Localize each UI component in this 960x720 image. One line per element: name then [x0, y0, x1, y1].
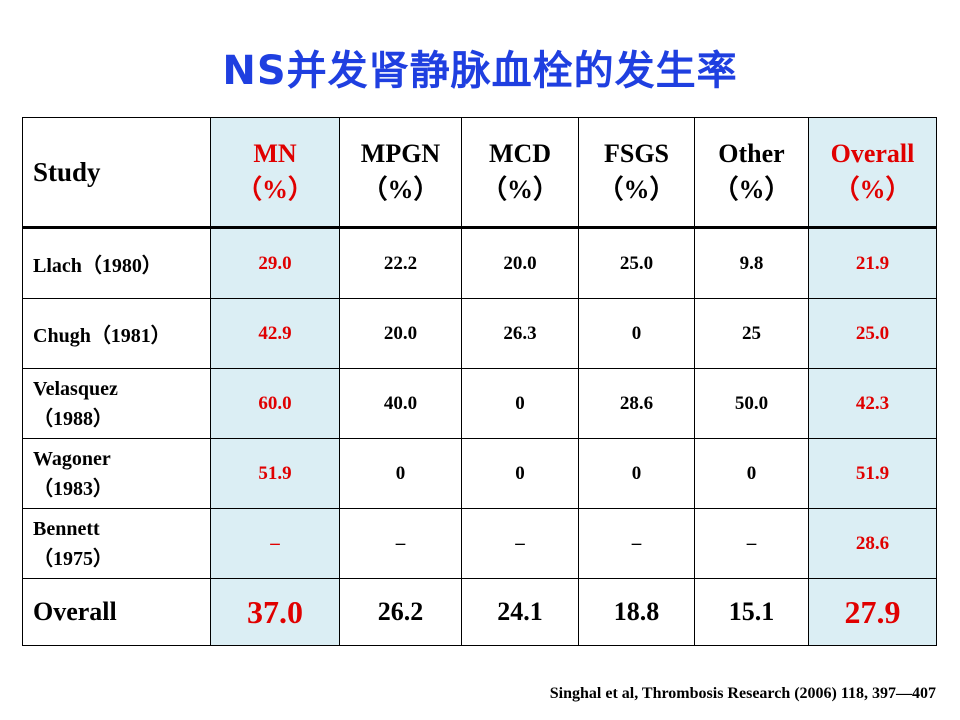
header-label: MCD [488, 139, 552, 168]
study-name: Velasquez [33, 377, 118, 400]
overall-value: 26.2 [339, 578, 462, 646]
table-row: Chugh（1981） 42.9 20.0 26.3 0 25 25.0 [22, 298, 937, 369]
value-cell: 51.9 [210, 438, 340, 509]
value-cell: 22.2 [339, 227, 462, 299]
value-cell: 29.0 [210, 227, 340, 299]
study-year: （1975） [33, 547, 113, 570]
header-label: MN [253, 139, 297, 168]
value-cell: 0 [339, 438, 462, 509]
citation: Singhal et al, Thrombosis Research (2006… [549, 685, 936, 702]
value-cell: 60.0 [210, 368, 340, 439]
header-overall: Overall （%） [808, 117, 937, 229]
header-label: Overall [830, 139, 915, 168]
value-cell: 20.0 [461, 227, 579, 299]
study-cell: Llach（1980） [22, 227, 211, 299]
value-cell: 0 [578, 298, 695, 369]
study-cell: Velasquez （1988） [22, 368, 211, 439]
header-unit: （%） [833, 175, 912, 204]
header-label: MPGN [360, 139, 441, 168]
slide-title: NS并发肾静脉血栓的发生率 [222, 48, 738, 94]
value-cell: 25 [694, 298, 809, 369]
value-cell: – [694, 508, 809, 579]
overall-label: Overall [22, 578, 211, 646]
value-cell: – [578, 508, 695, 579]
table-row: Velasquez （1988） 60.0 40.0 0 28.6 50.0 4… [22, 368, 937, 439]
value-cell: – [461, 508, 579, 579]
value-cell: 0 [578, 438, 695, 509]
study-name: Wagoner [33, 447, 111, 470]
header-unit: （%） [235, 175, 314, 204]
header-mpgn: MPGN （%） [339, 117, 462, 229]
header-mcd: MCD （%） [461, 117, 579, 229]
value-cell: 51.9 [808, 438, 937, 509]
study-name: Bennett [33, 517, 100, 540]
value-cell: 21.9 [808, 227, 937, 299]
study-cell: Bennett （1975） [22, 508, 211, 579]
header-study: Study [22, 117, 211, 229]
header-unit: （%） [712, 175, 791, 204]
header-label: Other [718, 139, 785, 168]
header-fsgs: FSGS （%） [578, 117, 695, 229]
value-cell: 25.0 [808, 298, 937, 369]
table-row: Llach（1980） 29.0 22.2 20.0 25.0 9.8 21.9 [22, 227, 937, 299]
overall-row: Overall 37.0 26.2 24.1 18.8 15.1 27.9 [22, 578, 937, 646]
study-year: （1983） [33, 477, 113, 500]
overall-value: 24.1 [461, 578, 579, 646]
header-label: FSGS [603, 139, 670, 168]
value-cell: – [339, 508, 462, 579]
study-year: （1988） [33, 407, 113, 430]
table-row: Wagoner （1983） 51.9 0 0 0 0 51.9 [22, 438, 937, 509]
value-cell: 42.3 [808, 368, 937, 439]
header-unit: （%） [480, 175, 559, 204]
study-name: Chugh（1981） [33, 325, 171, 347]
table-row: Bennett （1975） – – – – – 28.6 [22, 508, 937, 579]
rvt-incidence-table: Study MN （%） MPGN （%） MCD （%） FSGS （%） O… [22, 117, 937, 646]
header-mn: MN （%） [210, 117, 340, 229]
table-header-row: Study MN （%） MPGN （%） MCD （%） FSGS （%） O… [22, 117, 937, 229]
value-cell: 9.8 [694, 227, 809, 299]
overall-value-overall: 27.9 [808, 578, 937, 646]
study-name: Llach（1980） [33, 255, 162, 277]
value-cell: 50.0 [694, 368, 809, 439]
value-cell: 26.3 [461, 298, 579, 369]
value-cell: 28.6 [808, 508, 937, 579]
value-cell: 28.6 [578, 368, 695, 439]
study-cell: Wagoner （1983） [22, 438, 211, 509]
value-cell: – [210, 508, 340, 579]
value-cell: 20.0 [339, 298, 462, 369]
value-cell: 42.9 [210, 298, 340, 369]
study-cell: Chugh（1981） [22, 298, 211, 369]
header-unit: （%） [361, 175, 440, 204]
overall-value: 18.8 [578, 578, 695, 646]
value-cell: 25.0 [578, 227, 695, 299]
overall-value-mn: 37.0 [210, 578, 340, 646]
value-cell: 0 [461, 368, 579, 439]
header-other: Other （%） [694, 117, 809, 229]
value-cell: 0 [694, 438, 809, 509]
value-cell: 0 [461, 438, 579, 509]
value-cell: 40.0 [339, 368, 462, 439]
header-unit: （%） [597, 175, 676, 204]
overall-value: 15.1 [694, 578, 809, 646]
